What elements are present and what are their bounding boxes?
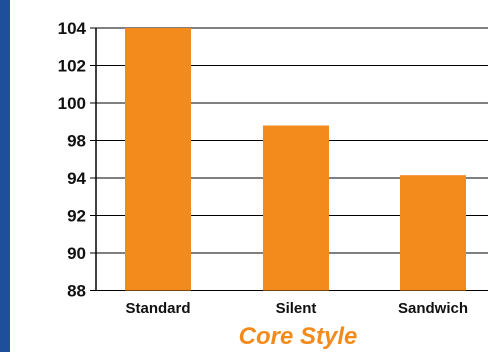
chart-left-border bbox=[0, 0, 10, 352]
bars bbox=[125, 28, 466, 291]
y-tick-label: 94 bbox=[67, 169, 86, 188]
category-label: Silent bbox=[276, 300, 317, 317]
y-tick-label: 100 bbox=[58, 94, 86, 113]
bar-sandwich bbox=[400, 175, 466, 291]
bar-silent bbox=[263, 125, 329, 291]
category-label: Sandwich bbox=[398, 300, 468, 317]
y-tick-label: 98 bbox=[67, 132, 86, 151]
bar-standard bbox=[125, 28, 191, 291]
y-tick-label: 104 bbox=[58, 19, 87, 38]
y-tick-labels: 104 102 100 98 94 92 90 88 bbox=[58, 19, 87, 301]
y-tick-label: 102 bbox=[58, 57, 86, 76]
y-tick-label: 88 bbox=[67, 282, 86, 301]
y-tick-label: 92 bbox=[67, 207, 86, 226]
category-label: Standard bbox=[125, 300, 190, 317]
x-axis-title: Core Style bbox=[239, 323, 358, 350]
y-tick-label: 90 bbox=[67, 244, 86, 263]
category-labels: Standard Silent Sandwich bbox=[125, 300, 468, 317]
